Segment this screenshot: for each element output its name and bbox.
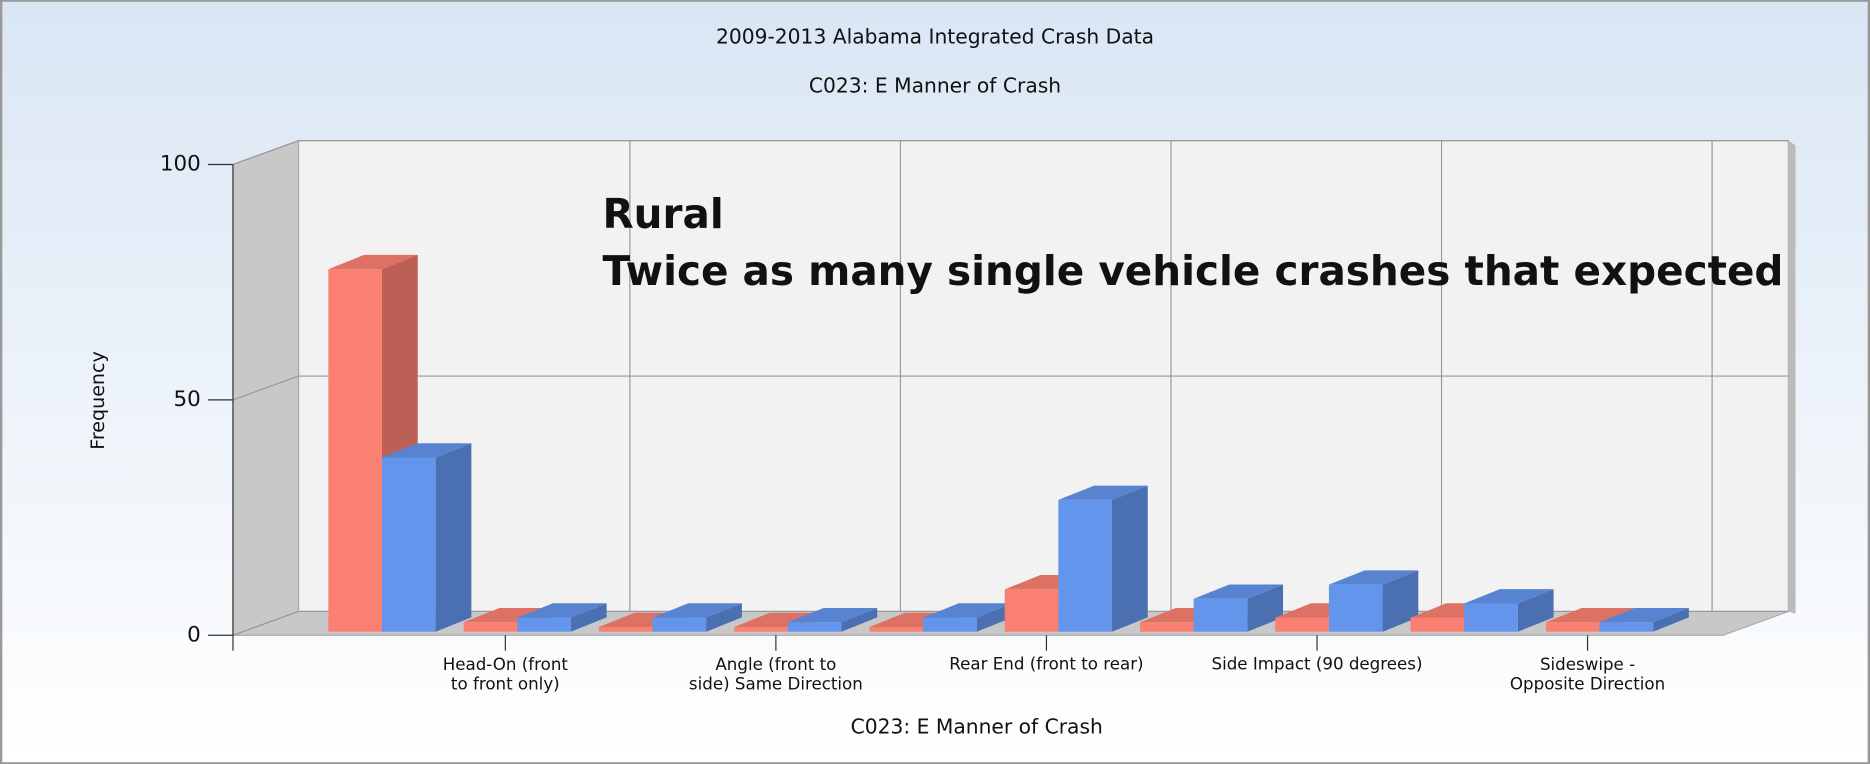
bar-front: [734, 626, 788, 632]
bar-top: [1328, 570, 1419, 585]
bar: [517, 603, 607, 632]
bar-front: [787, 622, 842, 632]
wall-edge: [1788, 140, 1796, 614]
annotation: Rural: [602, 190, 723, 238]
bar-front: [463, 622, 518, 632]
bar-top: [787, 607, 878, 623]
bar: [381, 443, 472, 632]
bar: [1599, 607, 1689, 632]
x-tick-label: Head-On (front to front only): [443, 655, 569, 693]
bar-top: [652, 603, 742, 618]
bar-front: [1140, 622, 1194, 632]
x-tick-label: Sideswipe -Opposite Direction: [1510, 655, 1665, 693]
bar-top: [734, 612, 824, 627]
x-tick-label: Rear End (front to rear): [949, 655, 1143, 674]
bar-side: [1247, 584, 1284, 632]
bar-front: [1193, 598, 1248, 632]
bar-front: [1410, 617, 1465, 632]
y-tick-label: 0: [187, 622, 201, 647]
bar: [652, 603, 742, 632]
bar-front: [517, 617, 571, 632]
bar-side: [706, 603, 742, 632]
chart-title: 2009-2013 Alabama Integrated Crash Data: [716, 25, 1154, 49]
x-tick-label: Angle (front to side) Same Direction: [689, 655, 863, 693]
bar-front: [1058, 499, 1112, 632]
bar: [923, 603, 1013, 632]
bar-top: [328, 254, 418, 270]
bar-front: [1275, 617, 1329, 632]
bar-front: [1545, 622, 1600, 632]
bar: [1328, 570, 1419, 632]
bar-top: [1058, 485, 1148, 500]
bar-side: [1517, 589, 1554, 632]
chart-subtitle: C023: E Manner of Crash: [809, 74, 1061, 98]
bar-front: [598, 626, 653, 632]
bar: [1464, 589, 1554, 632]
bar: [1193, 584, 1284, 632]
y-tick-label: 100: [160, 151, 201, 176]
grid-line: [232, 140, 299, 166]
bar-top: [1545, 607, 1636, 623]
annotation: Twice as many single vehicle crashes tha…: [602, 247, 1783, 295]
bar-top: [1599, 607, 1689, 623]
bar-side: [976, 603, 1013, 632]
bar-front: [1004, 589, 1059, 632]
bar-side: [570, 603, 607, 632]
x-axis-title: C023: E Manner of Crash: [851, 715, 1103, 739]
bar-top: [381, 443, 472, 458]
x-tick-label: Side Impact (90 degrees): [1212, 655, 1423, 674]
y-tick-label: 50: [174, 387, 201, 412]
bar-side: [1111, 485, 1148, 632]
bar-top: [923, 603, 1013, 618]
bar-front: [328, 269, 382, 632]
bar: [787, 607, 878, 632]
bar-front: [381, 457, 436, 632]
bar-top: [463, 607, 553, 623]
bar-top: [1464, 589, 1554, 604]
bar-side: [435, 443, 472, 632]
bar-side: [841, 607, 878, 632]
bar-top: [1193, 584, 1284, 599]
bar-front: [1328, 584, 1383, 632]
bar-top: [517, 603, 607, 618]
bar-front: [652, 617, 707, 632]
y-axis-title: Frequency: [87, 351, 109, 449]
bar-side: [1653, 607, 1689, 632]
grid-line: [232, 610, 299, 636]
bar-front: [1599, 622, 1654, 632]
bar-side: [1382, 570, 1419, 632]
grid-line: [232, 375, 299, 401]
bar: [1058, 485, 1148, 632]
bar-front: [923, 617, 977, 632]
bar-front: [1464, 603, 1518, 632]
bar-front: [869, 626, 924, 632]
